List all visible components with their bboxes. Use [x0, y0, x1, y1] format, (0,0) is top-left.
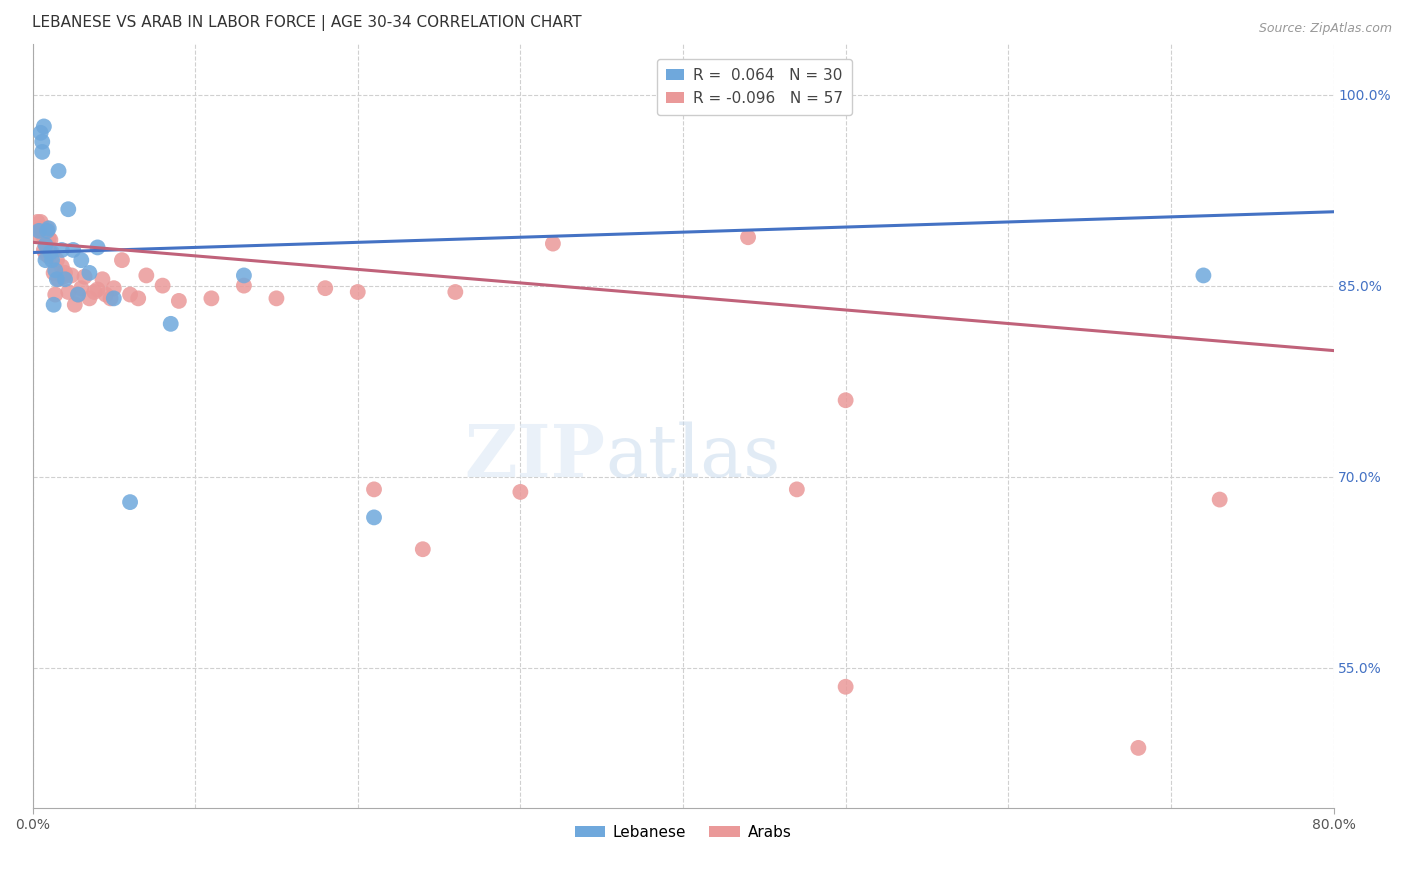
Point — [103, 291, 125, 305]
Point — [232, 278, 254, 293]
Point — [100, 291, 122, 305]
Point — [48, 272, 70, 286]
Point — [120, 495, 142, 509]
Text: LEBANESE VS ARAB IN LABOR FORCE | AGE 30-34 CORRELATION CHART: LEBANESE VS ARAB IN LABOR FORCE | AGE 30… — [32, 15, 582, 31]
Point — [37, 221, 59, 235]
Point — [28, 224, 51, 238]
Point — [786, 483, 808, 497]
Point — [120, 287, 142, 301]
Point — [34, 224, 56, 238]
Point — [31, 145, 53, 159]
Point — [737, 230, 759, 244]
Point — [39, 245, 62, 260]
Point — [111, 253, 134, 268]
Point — [51, 243, 73, 257]
Point — [41, 245, 63, 260]
Point — [58, 285, 80, 299]
Point — [32, 243, 55, 257]
Point — [28, 227, 51, 242]
Point — [1128, 740, 1150, 755]
Text: atlas: atlas — [605, 421, 780, 491]
Point — [27, 215, 49, 229]
Point — [48, 164, 70, 178]
Legend: Lebanese, Arabs: Lebanese, Arabs — [568, 819, 797, 846]
Text: Source: ZipAtlas.com: Source: ZipAtlas.com — [1258, 22, 1392, 36]
Point — [135, 268, 157, 283]
Point — [53, 272, 76, 286]
Point — [159, 317, 181, 331]
Point — [94, 287, 117, 301]
Point — [86, 282, 108, 296]
Point — [41, 253, 63, 268]
Point — [79, 291, 101, 305]
Point — [44, 287, 66, 301]
Point — [31, 135, 53, 149]
Point — [314, 281, 336, 295]
Point — [73, 269, 96, 284]
Point — [363, 483, 385, 497]
Point — [62, 243, 84, 257]
Point — [266, 291, 288, 305]
Point — [32, 120, 55, 134]
Point — [38, 249, 60, 263]
Point — [200, 291, 222, 305]
Point — [34, 247, 56, 261]
Point — [37, 238, 59, 252]
Point — [834, 680, 856, 694]
Point — [45, 272, 67, 286]
Point — [58, 202, 80, 217]
Point — [38, 221, 60, 235]
Point — [34, 238, 56, 252]
Point — [31, 227, 53, 242]
Point — [34, 253, 56, 268]
Point — [53, 266, 76, 280]
Point — [79, 266, 101, 280]
Point — [44, 263, 66, 277]
Point — [444, 285, 467, 299]
Point — [42, 266, 65, 280]
Point — [412, 542, 434, 557]
Point — [83, 285, 105, 299]
Point — [509, 484, 531, 499]
Point — [541, 236, 564, 251]
Point — [70, 253, 93, 268]
Point — [67, 287, 90, 301]
Point — [346, 285, 368, 299]
Point — [67, 287, 90, 301]
Point — [42, 298, 65, 312]
Point — [167, 293, 190, 308]
Text: ZIP: ZIP — [464, 421, 605, 491]
Point — [63, 298, 86, 312]
Point — [30, 126, 52, 140]
Point — [45, 253, 67, 268]
Point — [37, 224, 59, 238]
Point — [52, 269, 75, 284]
Point — [38, 231, 60, 245]
Point — [91, 272, 114, 286]
Point — [30, 215, 52, 229]
Point — [232, 268, 254, 283]
Point — [39, 233, 62, 247]
Point — [30, 221, 52, 235]
Point — [1208, 492, 1230, 507]
Point — [86, 240, 108, 254]
Point — [127, 291, 149, 305]
Point — [1192, 268, 1215, 283]
Point — [103, 281, 125, 295]
Point — [152, 278, 174, 293]
Point — [51, 260, 73, 274]
Point — [60, 268, 83, 283]
Point — [70, 281, 93, 295]
Point — [32, 224, 55, 238]
Point — [363, 510, 385, 524]
Point — [834, 393, 856, 408]
